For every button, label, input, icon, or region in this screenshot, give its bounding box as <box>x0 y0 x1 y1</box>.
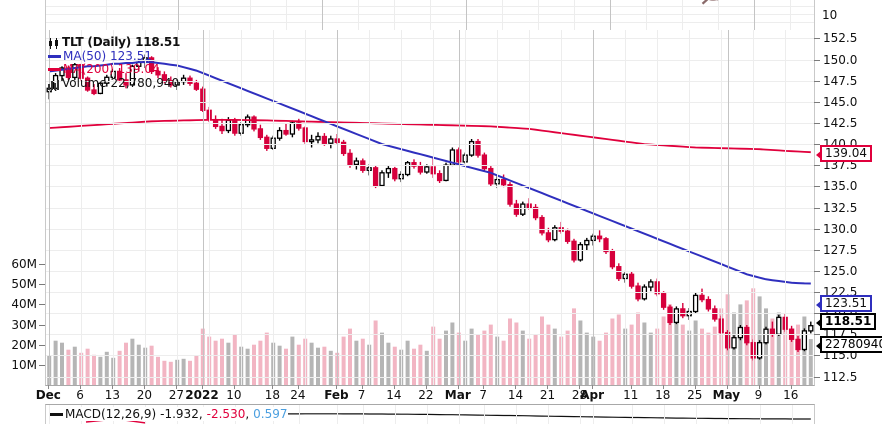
date-axis-label: Dec <box>35 388 61 402</box>
ma50-value-flag: 123.51 <box>816 295 872 312</box>
date-axis: Dec 6 13 20 27 2022 10 18 24 Feb 7 14 22 Mar 7 14 21 28 Ap… <box>36 385 813 405</box>
ma200-line <box>49 119 811 154</box>
date-axis-label: 16 <box>783 388 799 402</box>
date-axis-label: 13 <box>104 388 120 402</box>
ma50-swatch-icon <box>48 54 61 58</box>
legend-ma50-label: MA(50) 123.51 <box>63 48 152 63</box>
price-axis-right: 152.5150.0147.5145.0142.5140.0137.5135.0… <box>813 0 882 390</box>
date-axis-label: 22 <box>418 388 434 402</box>
volume-axis-tick: 50M <box>11 277 37 292</box>
date-axis-label: 25 <box>687 388 703 402</box>
macd-value: -1.932 <box>160 407 199 421</box>
volume-axis-tick: 60M <box>11 257 37 272</box>
macd-line-swatch-icon <box>50 412 63 416</box>
legend-row-ma200: MA(200) 139.04 <box>48 62 180 77</box>
volume-axis-tick: 10M <box>11 357 37 372</box>
date-axis-label: 11 <box>623 388 639 402</box>
ma200-value-flag: 139.04 <box>816 145 872 162</box>
price-axis-tick: 112.5 <box>823 369 858 384</box>
volume-axis-left: 60M 50M 40M 30M 20M 10M <box>0 257 45 385</box>
volume-axis-tick: 20M <box>11 337 37 352</box>
legend-row-ma50: MA(50) 123.51 <box>48 48 180 64</box>
price-axis-tick: 147.5 <box>823 73 858 88</box>
price-axis-tick: 132.5 <box>823 200 858 215</box>
date-axis-label: 24 <box>290 388 306 402</box>
price-axis-tick: 135.0 <box>823 179 858 194</box>
macd-name: MACD(12,26,9) <box>65 407 157 421</box>
date-axis-label: 18 <box>655 388 671 402</box>
chart-legend: TLT (Daily) 118.51 MA(50) 123.51 MA(200)… <box>48 35 181 91</box>
price-axis-tick: 145.0 <box>823 94 858 109</box>
price-axis-tick: 142.5 <box>823 115 858 130</box>
date-axis-label: Feb <box>324 388 349 402</box>
last-price-flag: 118.51 <box>816 313 877 330</box>
date-axis-label: 21 <box>539 388 556 402</box>
price-axis-tick: 130.0 <box>823 221 858 236</box>
date-axis-label: 28 <box>571 388 588 402</box>
date-axis-label: 14 <box>507 388 524 402</box>
date-axis-label: 9 <box>754 388 763 402</box>
volume-axis-tick: 30M <box>11 317 37 332</box>
date-axis-label: 14 <box>386 388 402 402</box>
date-axis-label: 2022 <box>185 388 219 402</box>
upper-indicator-panel <box>45 0 815 31</box>
date-axis-label: 27 <box>168 388 184 402</box>
legend-title: TLT (Daily) 118.51 <box>62 35 181 49</box>
date-axis-label: 6 <box>76 388 84 402</box>
price-axis-tick: 127.5 <box>823 242 858 257</box>
ma200-swatch-icon <box>48 68 61 72</box>
volume-value-flag: 22780940 <box>816 336 882 353</box>
legend-row-title: TLT (Daily) 118.51 <box>48 35 181 50</box>
ma50-line <box>49 61 811 285</box>
date-axis-label: 7 <box>479 388 488 402</box>
legend-row-volume: Volume 22,780,940 <box>48 75 180 91</box>
volume-bars-icon <box>48 79 60 90</box>
candlestick-plot <box>46 54 814 385</box>
date-axis-label: Mar <box>444 388 471 402</box>
date-axis-label: 7 <box>357 388 366 402</box>
date-axis-label: 18 <box>264 388 280 402</box>
price-axis-tick: 150.0 <box>823 52 858 67</box>
candlestick-icon <box>48 38 60 50</box>
legend-volume-label: Volume 22,780,940 <box>62 75 180 90</box>
date-axis-label: 10 <box>226 388 242 402</box>
macd-histogram: 0.597 <box>253 407 288 421</box>
macd-signal: -2.530 <box>206 407 246 421</box>
legend-ma200-label: MA(200) 139.04 <box>63 62 160 76</box>
clipped-indicator-marker <box>701 0 719 5</box>
date-axis-label: Apr <box>580 388 604 402</box>
macd-legend: MACD(12,26,9) -1.932 , -2.530 , 0.597 <box>50 407 288 421</box>
upper-panel-axis-tick: 10 <box>822 8 838 22</box>
price-axis-tick: 152.5 <box>823 31 858 46</box>
date-axis-label: May <box>712 388 741 402</box>
macd-panel[interactable]: MACD(12,26,9) -1.932 , -2.530 , 0.597 <box>45 404 815 424</box>
price-volume-panel[interactable] <box>45 30 815 386</box>
price-axis-tick: 137.5 <box>823 158 858 173</box>
volume-axis-tick: 40M <box>11 297 37 312</box>
date-axis-label: 20 <box>136 388 152 402</box>
price-axis-tick: 125.0 <box>823 263 858 278</box>
